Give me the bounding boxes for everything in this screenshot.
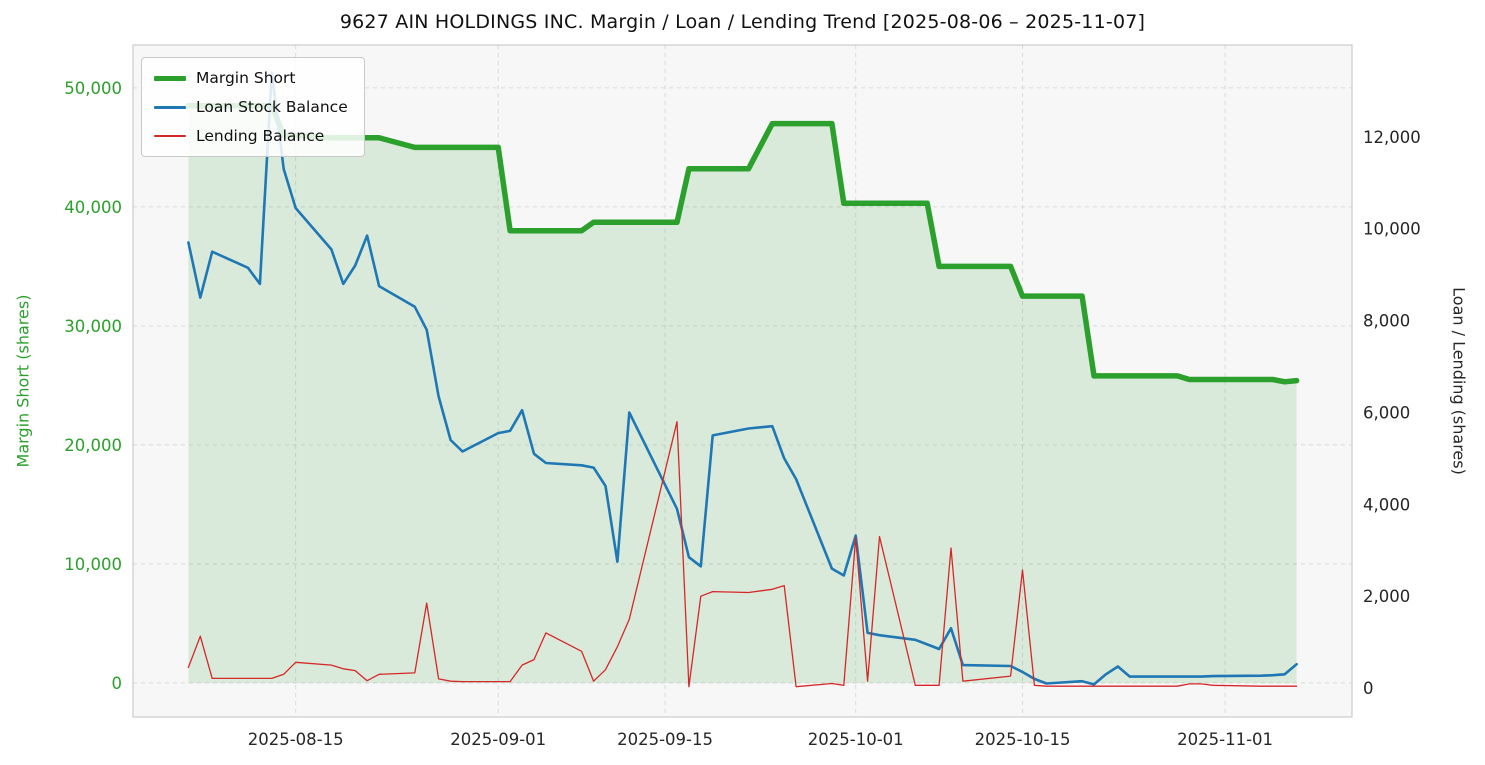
right-y-tick-label: 2,000	[1363, 587, 1410, 606]
x-tick-label: 2025-10-15	[975, 730, 1071, 749]
right-y-tick-label: 0	[1363, 679, 1374, 698]
x-tick-label: 2025-10-01	[808, 730, 904, 749]
right-axis-label: Loan / Lending (shares)	[1449, 287, 1469, 475]
left-y-tick-label: 20,000	[64, 436, 122, 455]
left-axis-label: Margin Short (shares)	[13, 294, 33, 468]
x-tick-label: 2025-08-15	[248, 730, 344, 749]
right-y-tick-label: 8,000	[1363, 312, 1410, 331]
loan-stock-balance-line-swatch	[154, 105, 186, 109]
lending-balance-line	[187, 421, 1298, 688]
left-y-tick-label: 50,000	[64, 79, 122, 98]
x-tick-label: 2025-09-15	[617, 730, 713, 749]
gridlines	[133, 45, 1352, 717]
legend-item-margin-short: Margin Short	[154, 67, 348, 89]
margin-short-line-swatch	[154, 75, 186, 81]
x-tick-label: 2025-11-01	[1177, 730, 1273, 749]
chart-title: 9627 AIN HOLDINGS INC. Margin / Loan / L…	[339, 11, 1146, 33]
left-y-tick-label: 30,000	[64, 317, 122, 336]
left-y-tick-label: 10,000	[64, 555, 122, 574]
left-y-tick-label: 40,000	[64, 198, 122, 217]
right-y-tick-label: 4,000	[1363, 495, 1410, 514]
legend-label-loan-stock-balance: Loan Stock Balance	[196, 98, 348, 116]
right-y-tick-label: 12,000	[1363, 128, 1421, 147]
legend-item-loan-stock-balance: Loan Stock Balance	[154, 96, 348, 118]
right-y-tick-label: 10,000	[1363, 220, 1421, 239]
tick-labels: 0 10,000 20,000 30,000 40,000 50,000 0 2,000 4,0…	[64, 79, 1420, 749]
legend: Margin Short Loan Stock Balance Lending …	[141, 57, 365, 157]
plot-background	[133, 45, 1352, 717]
legend-label-lending-balance: Lending Balance	[196, 127, 325, 145]
left-y-tick-label: 0	[112, 674, 123, 693]
right-y-tick-label: 6,000	[1363, 403, 1410, 422]
margin-short-area	[188, 105, 1297, 683]
x-tick-label: 2025-09-01	[450, 730, 546, 749]
legend-label-margin-short: Margin Short	[196, 69, 296, 87]
plot-frame	[132, 44, 1353, 718]
legend-item-lending-balance: Lending Balance	[154, 125, 348, 147]
lending-balance-line-swatch	[154, 135, 186, 137]
loan-stock-balance-line	[187, 71, 1298, 686]
